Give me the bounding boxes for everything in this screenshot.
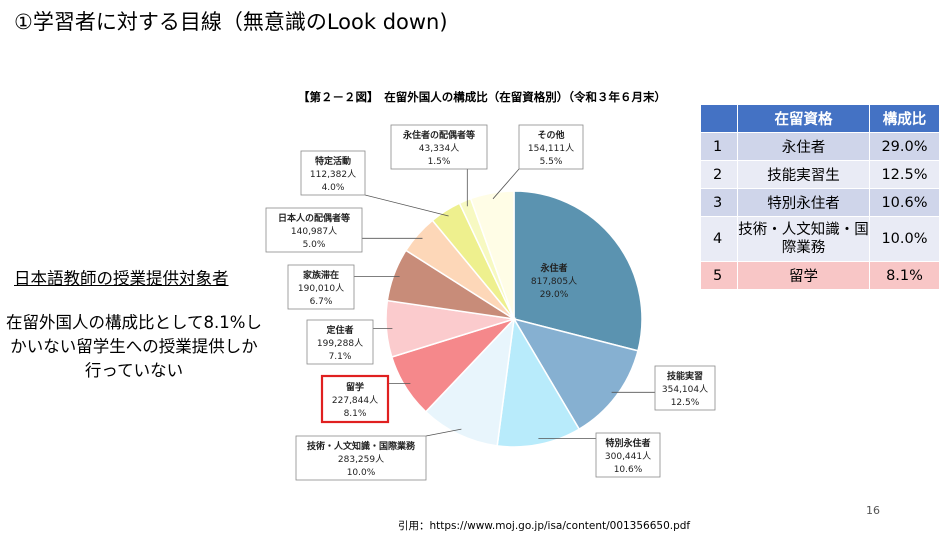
slice-count: 43,334人 bbox=[419, 143, 460, 154]
slice-label: 永住者 bbox=[539, 262, 567, 274]
chart-title: 【第２－２図】 在留外国人の構成比（在留資格別）（令和３年６月末） bbox=[298, 90, 666, 104]
slice-label-box bbox=[595, 432, 661, 478]
slice-label-box bbox=[654, 365, 716, 411]
slice-label-box bbox=[306, 319, 374, 365]
row-ratio: 12.5% bbox=[869, 160, 940, 189]
row-no: 3 bbox=[700, 188, 738, 217]
leader-line bbox=[492, 168, 520, 200]
slice-label: 技能実習 bbox=[667, 370, 703, 382]
slice-count: 199,288人 bbox=[317, 338, 363, 349]
leader-line bbox=[425, 428, 462, 437]
slice-label: 家族滞在 bbox=[303, 269, 339, 281]
slice-percent: 10.0% bbox=[347, 468, 376, 478]
row-status: 永住者 bbox=[737, 132, 870, 161]
row-status: 特別永住者 bbox=[737, 188, 870, 217]
table-row: 1 永住者 29.0% bbox=[700, 132, 940, 161]
slice-count: 190,010人 bbox=[298, 283, 344, 294]
row-no: 4 bbox=[700, 216, 738, 262]
table-row-highlighted: 5 留学 8.1% bbox=[700, 261, 940, 290]
pie-slice bbox=[512, 317, 639, 431]
slice-label: 特定活動 bbox=[315, 155, 351, 167]
slice-count: 300,441人 bbox=[605, 451, 651, 462]
slice-label: 永住者の配偶者等 bbox=[402, 129, 475, 141]
status-ratio-table: 在留資格 構成比 1 永住者 29.0% 2 技能実習生 12.5% 3 特別永… bbox=[700, 104, 940, 290]
slice-label-box bbox=[300, 150, 366, 196]
slice-label: 定住者 bbox=[325, 324, 353, 336]
pie-slice bbox=[513, 190, 643, 352]
row-ratio: 10.0% bbox=[869, 216, 940, 262]
row-status: 留学 bbox=[737, 261, 870, 290]
row-no: 5 bbox=[700, 261, 738, 290]
slide-title: ①学習者に対する目線（無意識のLook down) bbox=[14, 10, 448, 34]
slice-count: 817,805人 bbox=[531, 276, 577, 287]
slice-count: 112,382人 bbox=[310, 169, 356, 180]
table-header-no bbox=[700, 104, 738, 133]
slice-count: 140,987人 bbox=[291, 226, 337, 237]
slice-label: 留学 bbox=[346, 381, 364, 393]
slice-percent: 12.5% bbox=[671, 398, 700, 408]
slice-percent: 8.1% bbox=[344, 409, 367, 419]
row-ratio: 8.1% bbox=[869, 261, 940, 290]
row-status: 技能実習生 bbox=[737, 160, 870, 189]
row-ratio: 29.0% bbox=[869, 132, 940, 161]
slice-count: 154,111人 bbox=[528, 143, 574, 154]
row-no: 2 bbox=[700, 160, 738, 189]
citation: 引用：https://www.moj.go.jp/isa/content/001… bbox=[398, 520, 691, 532]
slice-percent: 29.0% bbox=[540, 290, 569, 300]
slice-percent: 5.5% bbox=[540, 157, 563, 167]
section-heading: 日本語教師の授業提供対象者 bbox=[14, 269, 229, 288]
slice-count: 354,104人 bbox=[662, 384, 708, 395]
slice-count: 283,259人 bbox=[338, 454, 384, 465]
slice-percent: 7.1% bbox=[329, 352, 352, 362]
slice-label-box bbox=[265, 207, 363, 253]
row-ratio: 10.6% bbox=[869, 188, 940, 217]
pie-slice bbox=[496, 316, 581, 448]
row-no: 1 bbox=[700, 132, 738, 161]
leader-line bbox=[364, 194, 449, 217]
slice-percent: 5.0% bbox=[303, 240, 326, 250]
slice-label: 特別永住者 bbox=[605, 437, 650, 449]
slice-label: 技術・人文知識・国際業務 bbox=[307, 440, 416, 452]
slice-label: その他 bbox=[537, 129, 564, 141]
slice-label-box bbox=[518, 124, 584, 170]
table-row: 3 特別永住者 10.6% bbox=[700, 188, 940, 217]
pie-slice bbox=[469, 190, 515, 320]
slice-label-box bbox=[287, 264, 355, 310]
slice-percent: 6.7% bbox=[310, 297, 333, 307]
slice-label-box-highlighted bbox=[320, 374, 390, 424]
page-number: 16 bbox=[866, 504, 880, 517]
slice-percent: 4.0% bbox=[322, 183, 345, 193]
slice-count: 227,844人 bbox=[332, 395, 378, 406]
slice-percent: 1.5% bbox=[428, 157, 451, 167]
table-header-row: 在留資格 構成比 bbox=[700, 104, 940, 133]
pie-slice bbox=[424, 316, 516, 447]
row-status: 技術・人文知識・国際業務 bbox=[737, 216, 870, 262]
table-header-ratio: 構成比 bbox=[869, 104, 940, 133]
slice-percent: 10.6% bbox=[614, 465, 643, 475]
table-row: 4 技術・人文知識・国際業務 10.0% bbox=[700, 216, 940, 262]
slice-label-box bbox=[295, 435, 427, 481]
table-row: 2 技能実習生 12.5% bbox=[700, 160, 940, 189]
description-text: 在留外国人の構成比として8.1%しかいない留学生への授業提供しか行っていない bbox=[6, 313, 262, 380]
slice-label: 日本人の配偶者等 bbox=[278, 212, 350, 224]
slice-label-box bbox=[390, 124, 488, 170]
table-header-status: 在留資格 bbox=[737, 104, 870, 133]
